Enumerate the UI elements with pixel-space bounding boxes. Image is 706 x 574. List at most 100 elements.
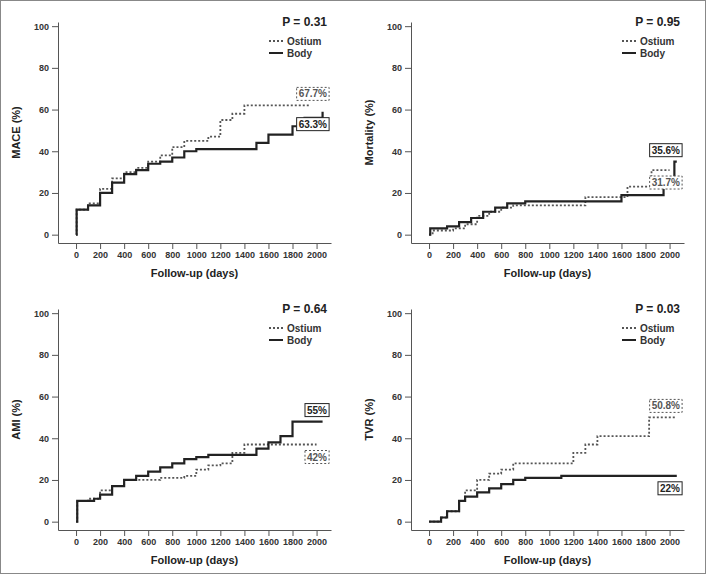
tick: 600: [494, 243, 509, 260]
legend-swatch: [622, 339, 636, 341]
tick: 60: [39, 105, 58, 115]
tick: 0: [74, 243, 79, 260]
tick-label: 20: [392, 188, 402, 198]
tick-mark: [405, 480, 411, 481]
tick-mark: [405, 397, 411, 398]
tick-label: 1200: [211, 537, 231, 547]
tick-mark: [405, 438, 411, 439]
end-label: 67.7%: [297, 87, 329, 100]
tick-label: 2000: [660, 250, 680, 260]
x-axis: 0200400600800100012001400160018002000: [59, 530, 332, 547]
y-axis-title: MACE (%): [10, 106, 22, 159]
tick-mark: [100, 243, 101, 249]
tick-label: 0: [397, 230, 402, 240]
tick-label: 100: [34, 309, 49, 319]
y-axis: 020406080100: [387, 22, 412, 244]
tick: 0: [44, 517, 58, 527]
legend-swatch: [269, 339, 283, 341]
end-label-text: 50.8%: [652, 400, 680, 411]
end-label-text: 31.7%: [652, 177, 680, 188]
y-axis-title: TVR (%): [363, 398, 375, 441]
tick-mark: [453, 243, 454, 249]
legend-label: Body: [640, 335, 665, 346]
tick: 1800: [283, 243, 303, 260]
tick-mark: [429, 530, 430, 536]
tick: 100: [387, 309, 411, 319]
tick-mark: [477, 530, 478, 536]
tick: 1000: [187, 530, 207, 547]
tick: 60: [392, 392, 411, 402]
tick: 1600: [259, 530, 279, 547]
tick-label: 400: [117, 537, 132, 547]
p-value: P = 0.64: [282, 302, 327, 316]
survival-line: [429, 162, 677, 235]
tick: 40: [39, 434, 58, 444]
tick-label: 1200: [211, 250, 231, 260]
tick-mark: [573, 243, 574, 249]
tick: 400: [117, 243, 132, 260]
tick-label: 0: [427, 537, 432, 547]
tick-label: 80: [39, 63, 49, 73]
tick-label: 0: [74, 537, 79, 547]
tick: 1200: [211, 243, 231, 260]
tick-label: 100: [387, 22, 402, 32]
tick-label: 1800: [636, 537, 656, 547]
legend-label: Ostium: [287, 323, 322, 334]
survival-line: [429, 417, 676, 521]
tick-label: 0: [74, 250, 79, 260]
tick-mark: [501, 530, 502, 536]
axis-line: [411, 310, 412, 531]
tick: 40: [39, 147, 58, 157]
end-label-text: 67.7%: [299, 88, 327, 99]
p-value: P = 0.31: [282, 15, 327, 29]
tick: 2000: [307, 243, 327, 260]
end-label: 35.6%: [650, 144, 682, 157]
end-label-text: 35.6%: [652, 145, 680, 156]
legend-swatch: [269, 40, 283, 42]
axis-line: [412, 243, 685, 244]
tick-label: 80: [392, 63, 402, 73]
legend-label: Body: [287, 335, 312, 346]
tick: 1800: [636, 530, 656, 547]
legend-swatch: [269, 52, 283, 54]
tick: 600: [141, 243, 156, 260]
x-axis: 0200400600800100012001400160018002000: [412, 243, 685, 260]
tick-mark: [429, 243, 430, 249]
end-label-text: 22%: [660, 483, 680, 494]
legend-swatch: [622, 40, 636, 42]
tick: 1400: [235, 530, 255, 547]
tick: 600: [141, 530, 156, 547]
tick-mark: [52, 193, 58, 194]
tick: 80: [39, 63, 58, 73]
tick-label: 800: [518, 537, 533, 547]
tick-mark: [52, 313, 58, 314]
legend-swatch: [269, 327, 283, 329]
end-label: 63.3%: [297, 118, 329, 131]
tick: 2000: [307, 530, 327, 547]
tick: 1600: [259, 243, 279, 260]
tick: 400: [117, 530, 132, 547]
tick-mark: [52, 26, 58, 27]
tick-mark: [52, 438, 58, 439]
tick-mark: [405, 151, 411, 152]
end-label: 55%: [305, 404, 329, 417]
plot-area: [429, 417, 677, 521]
tick: 1200: [564, 243, 584, 260]
x-axis-title: Follow-up (days): [151, 267, 239, 279]
tick-mark: [405, 313, 411, 314]
tick-label: 200: [446, 250, 461, 260]
tick-label: 400: [470, 250, 485, 260]
tick: 0: [74, 530, 79, 547]
legend-swatch: [622, 327, 636, 329]
legend: OstiumBody: [622, 323, 675, 346]
tick: 0: [44, 230, 58, 240]
tick-label: 60: [39, 105, 49, 115]
tick: 1400: [235, 243, 255, 260]
tick-mark: [549, 530, 550, 536]
tick-mark: [573, 530, 574, 536]
tick-mark: [405, 68, 411, 69]
legend-label: Ostium: [640, 36, 675, 47]
tick-mark: [405, 193, 411, 194]
tick-mark: [52, 68, 58, 69]
axis-line: [412, 530, 685, 531]
